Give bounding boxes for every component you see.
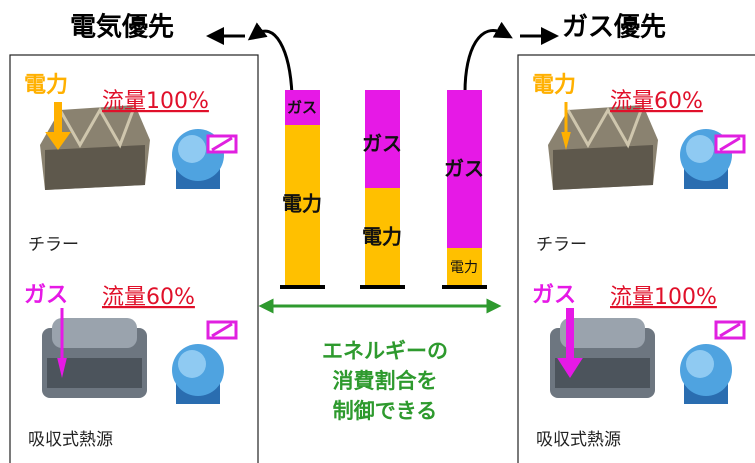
panel-frame [517, 54, 755, 463]
curve-arrow [247, 22, 294, 96]
bar-bottom: 電力 [362, 225, 402, 249]
gas-share [447, 90, 482, 248]
pump-icon [680, 344, 732, 404]
valve-icon [206, 134, 238, 154]
title-left: 電気優先 [70, 12, 174, 43]
gas-share [365, 90, 400, 188]
power-share [447, 248, 482, 285]
bar-top: ガス [444, 157, 484, 181]
bar-top: ガス [287, 99, 317, 117]
power-share [285, 125, 320, 285]
flow-label: 流量60% [610, 89, 703, 114]
bars: ガス 電力 ガス 電力 ガス 電力 [280, 90, 487, 289]
bar-bottom: 電力 [450, 260, 478, 276]
caption: 制御できる [333, 399, 438, 423]
flow-label: 流量60% [102, 285, 195, 310]
panel-frame [9, 54, 259, 463]
valve-icon [714, 320, 746, 340]
power-share [365, 188, 400, 285]
bar-top: ガス [362, 132, 402, 156]
valve-icon [714, 134, 746, 154]
valve-icon [206, 320, 238, 340]
equipment-label: チラー [28, 235, 79, 255]
source-label: 電力 [24, 73, 68, 98]
flow-label: 流量100% [102, 89, 209, 114]
flow-arrowhead [57, 358, 67, 378]
flow-label: 流量100% [610, 285, 717, 310]
equipment-label: 吸収式熱源 [536, 430, 621, 450]
source-label: 電力 [532, 73, 576, 98]
source-label: ガス [532, 283, 576, 308]
equipment-label: チラー [536, 235, 587, 255]
caption: エネルギーの [322, 339, 448, 363]
curve-arrow [463, 21, 513, 93]
equipment-label: 吸収式熱源 [28, 430, 113, 450]
title-right: ガス優先 [562, 13, 666, 43]
flow-arrowhead [561, 132, 571, 150]
gas-share [285, 90, 320, 125]
caption: 消費割合を [333, 369, 438, 393]
pump-icon [172, 344, 224, 404]
bar-bottom: 電力 [282, 192, 322, 216]
flow-arrowhead [557, 358, 583, 378]
flow-arrowhead [45, 132, 71, 150]
source-label: ガス [24, 283, 68, 308]
